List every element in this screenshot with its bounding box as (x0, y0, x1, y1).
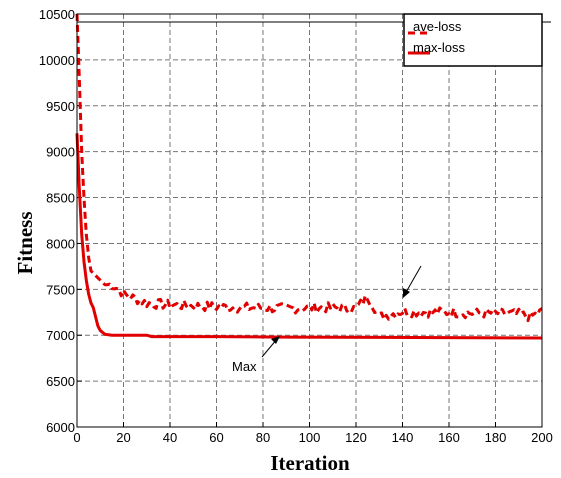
x-axis-title: Iteration (270, 451, 350, 475)
x-tick-label: 200 (531, 430, 553, 445)
y-tick-label: 7500 (46, 282, 75, 297)
y-tick-label: 6000 (46, 420, 75, 435)
plot-frame (76, 13, 543, 428)
series-layer (75, 13, 543, 340)
y-tick-label: 9000 (46, 145, 75, 160)
y-tick-label: 10500 (39, 7, 75, 22)
annotation-max-label: Max (232, 359, 257, 374)
x-tick-label: 140 (392, 430, 414, 445)
y-tick-label: 6500 (46, 374, 75, 389)
annotation-ave-arrow (403, 265, 422, 298)
legend: ave-loss max-loss (403, 13, 543, 67)
y-axis-title: Fitness (13, 212, 37, 275)
series-line-ave-loss (75, 13, 543, 323)
series-line-max-loss (75, 133, 543, 340)
annotation-max-arrowhead (271, 336, 280, 344)
x-tick-label: 120 (345, 430, 367, 445)
y-tick-label: 7000 (46, 328, 75, 343)
x-tick-label: 40 (163, 430, 177, 445)
legend-box (403, 13, 543, 67)
y-tick-labels: 6000 6500 7000 7500 8000 8500 9000 9500 10000 105… (39, 7, 75, 435)
x-tick-labels: 0 20 40 60 80 100 120 140 160 180 200 (73, 430, 552, 445)
x-tick-label: 60 (209, 430, 223, 445)
x-tick-label: 160 (438, 430, 460, 445)
grid (76, 13, 543, 428)
y-tick-label: 9500 (46, 99, 75, 114)
x-tick-label: 80 (256, 430, 270, 445)
annotation-max: Max (232, 336, 280, 374)
y-tick-label: 10000 (39, 53, 75, 68)
x-tick-label: 0 (73, 430, 80, 445)
x-tick-label: 180 (485, 430, 507, 445)
legend-label-max-loss: max-loss (413, 40, 466, 55)
y-tick-label: 8000 (46, 236, 75, 251)
x-tick-label: 100 (299, 430, 321, 445)
y-tick-label: 8500 (46, 191, 75, 206)
legend-label-ave-loss: ave-loss (413, 19, 462, 34)
x-tick-label: 20 (116, 430, 130, 445)
